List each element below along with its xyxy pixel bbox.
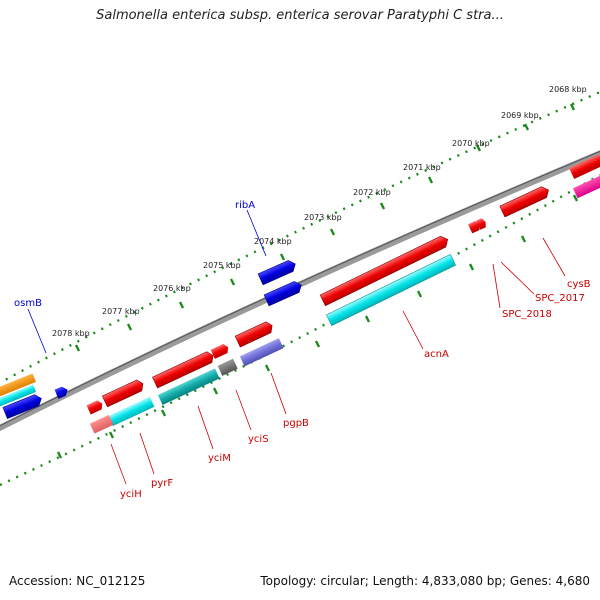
topology-text: Topology: circular; Length: 4,833,080 bp… [260,574,590,588]
scale-label: 2070 kbp [452,139,490,148]
gene-label-cysB: cysB [567,279,591,290]
scale-label: 2071 kbp [403,163,441,172]
gene-label-ribA: ribA [235,200,255,211]
scale-label: 2068 kbp [549,85,587,94]
scale-label: 2072 kbp [353,188,391,197]
scale-labels: 2068 kbp 2069 kbp 2070 kbp 2071 kbp 2072… [52,85,587,338]
scale-ticks-outer [74,103,576,352]
gene-label-yciS: yciS [248,434,269,445]
map-title: Salmonella enterica subsp. enterica sero… [96,8,504,23]
scale-label: 2076 kbp [153,284,191,293]
scale-ticks-inner [56,194,579,459]
label-connectors [27,209,566,485]
gene-features-minus [89,254,456,434]
gene-label-yciM: yciM [208,453,231,464]
gene-label-pyrF: pyrF [151,478,173,489]
scale-label: 2073 kbp [304,213,342,222]
gene-features-plus [0,154,600,419]
scale-label: 2075 kbp [203,261,241,270]
gene-labels: osmB ribA cysB SPC_2017 SPC_2018 acnA pg… [14,200,591,500]
gene-label-acnA: acnA [424,349,449,360]
gene-label-yciH: yciH [120,489,142,500]
scale-label: 2077 kbp [102,307,140,316]
scale-label: 2078 kbp [52,329,90,338]
scale-arc-inner [0,173,600,487]
scale-label: 2069 kbp [501,111,539,120]
gene-label-SPC_2018: SPC_2018 [502,309,552,320]
gene-label-pgpB: pgpB [283,418,309,429]
scale-label: 2074 kbp [254,237,292,246]
gene-label-osmB: osmB [14,298,42,309]
accession-text: Accession: NC_012125 [9,574,146,588]
scale-arc-outer [0,90,600,385]
gene-label-SPC_2017: SPC_2017 [535,293,585,304]
genome-backbone [0,150,600,432]
